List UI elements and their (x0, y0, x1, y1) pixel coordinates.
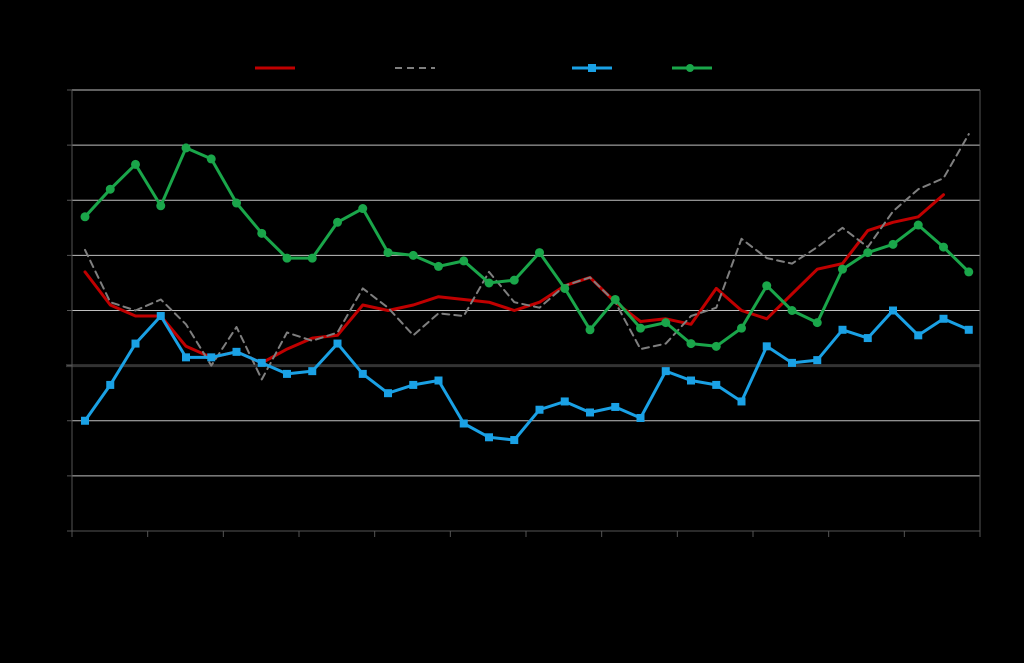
data-point-square (661, 367, 670, 376)
data-point-circle (131, 159, 140, 169)
data-point-circle (358, 204, 368, 214)
data-point-square (485, 433, 493, 442)
data-point-circle (838, 264, 847, 274)
data-point-square (838, 325, 847, 334)
data-point-square (257, 358, 266, 367)
data-point-square (889, 306, 897, 315)
data-point-square (409, 380, 418, 389)
data-point-square (131, 339, 140, 348)
data-point-square (863, 334, 872, 343)
data-point-square (81, 416, 89, 425)
data-point-circle (307, 253, 317, 263)
data-point-square (156, 312, 165, 321)
data-point-circle (661, 318, 671, 328)
data-point-circle (787, 306, 797, 315)
data-point-square (914, 331, 923, 340)
series-lines (80, 133, 974, 445)
data-point-circle (964, 267, 974, 277)
data-point-square (939, 314, 948, 323)
data-point-circle (585, 325, 595, 335)
data-point-circle (408, 250, 418, 260)
legend-marker-square (588, 64, 596, 72)
data-point-square (762, 342, 771, 351)
data-point-square (611, 402, 620, 411)
data-point-circle (610, 294, 620, 304)
data-point-circle (459, 256, 469, 266)
data-point-circle (509, 275, 519, 285)
data-point-circle (812, 318, 822, 328)
data-point-square (308, 367, 317, 376)
data-point-square (813, 356, 822, 365)
data-point-square (333, 339, 342, 348)
axes (67, 89, 981, 537)
series-line-4 (83, 146, 971, 348)
data-point-circle (156, 201, 166, 211)
data-point-square (535, 405, 544, 414)
data-point-circle (206, 154, 216, 164)
data-point-circle (80, 212, 90, 222)
data-point-circle (888, 239, 898, 249)
data-point-square (586, 408, 594, 417)
data-point-circle (711, 341, 721, 351)
data-point-square (712, 380, 721, 389)
data-point-square (459, 419, 468, 428)
data-point-square (788, 358, 796, 367)
data-point-circle (383, 248, 393, 258)
data-point-circle (636, 323, 645, 333)
data-point-circle (939, 242, 948, 252)
data-point-circle (560, 283, 570, 293)
data-point-circle (105, 184, 115, 194)
data-point-circle (737, 323, 746, 333)
series-line-3 (83, 309, 971, 442)
data-point-square (384, 389, 392, 398)
data-point-square (207, 353, 216, 362)
data-point-square (434, 376, 443, 385)
data-point-circle (232, 198, 241, 208)
data-point-square (182, 353, 190, 362)
data-point-circle (282, 253, 292, 263)
data-point-circle (686, 339, 696, 349)
data-point-circle (257, 228, 267, 238)
data-point-circle (181, 143, 191, 153)
data-point-circle (535, 248, 544, 258)
data-point-square (106, 380, 115, 389)
data-point-circle (913, 220, 923, 230)
data-point-circle (434, 261, 443, 271)
legend-marker-circle (686, 64, 694, 72)
data-point-circle (484, 278, 494, 288)
data-point-square (232, 347, 241, 356)
data-point-square (964, 325, 973, 334)
series-line-2 (84, 133, 970, 381)
legend (255, 64, 712, 72)
gridlines (66, 89, 980, 477)
data-point-square (283, 369, 291, 378)
data-point-square (737, 397, 746, 406)
data-point-circle (863, 248, 873, 258)
data-point-square (510, 436, 519, 445)
data-point-square (358, 369, 367, 378)
data-point-square (560, 397, 569, 406)
data-point-square (687, 376, 695, 385)
data-point-square (636, 413, 645, 422)
data-point-circle (762, 281, 772, 291)
data-point-circle (333, 217, 342, 227)
